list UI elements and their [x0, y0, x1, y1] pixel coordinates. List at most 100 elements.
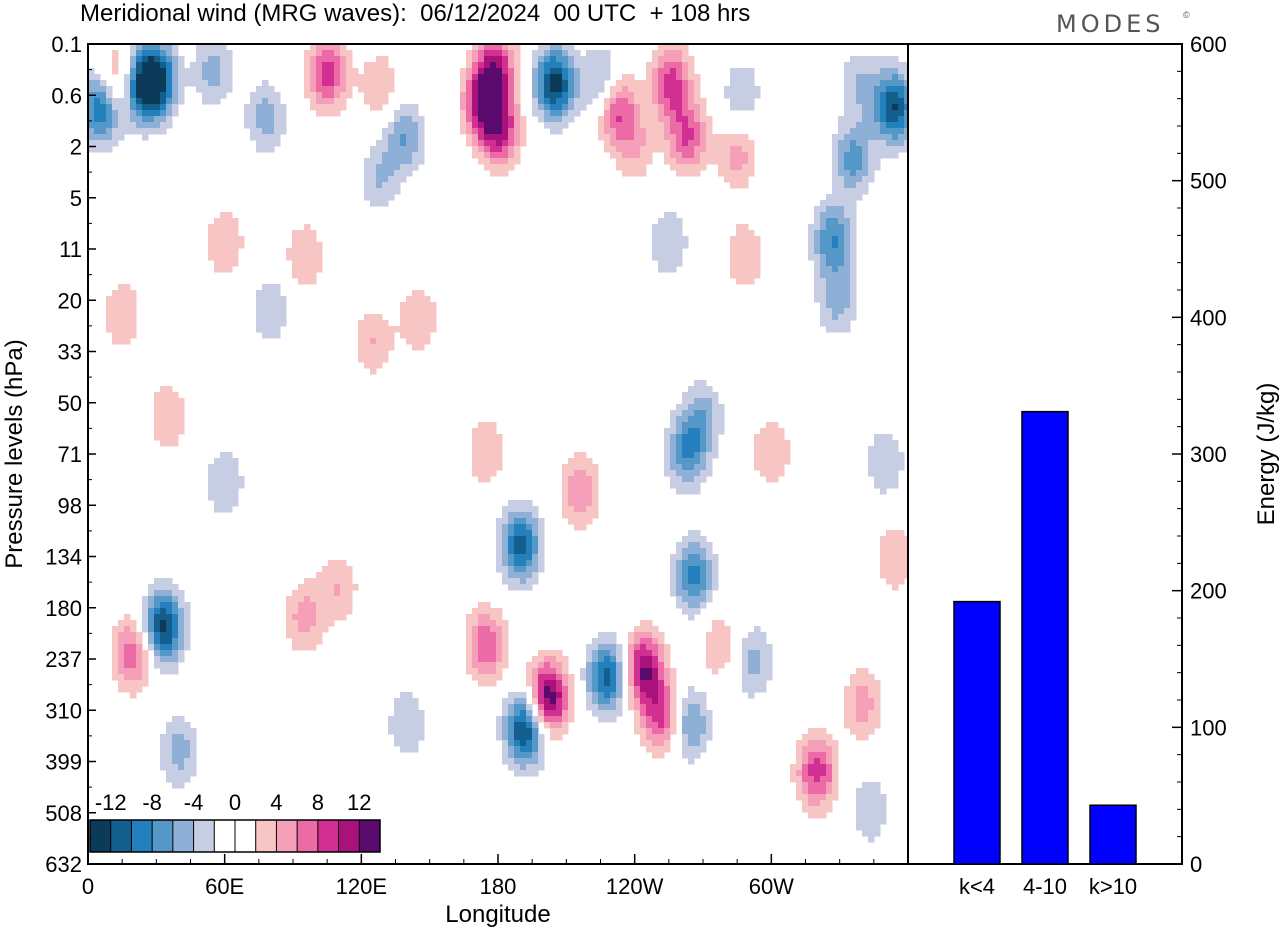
- heatmap-cell: [334, 50, 341, 57]
- heatmap-cell: [106, 98, 113, 105]
- heatmap-cell: [640, 704, 647, 711]
- heatmap-cell: [226, 50, 233, 57]
- heatmap-cell: [658, 248, 665, 255]
- heatmap-cell: [502, 542, 509, 549]
- heatmap-cell: [394, 326, 401, 333]
- heatmap-cell: [688, 386, 695, 393]
- heatmap-cell: [664, 140, 671, 147]
- heatmap-cell: [406, 734, 413, 741]
- heatmap-cell: [508, 692, 515, 699]
- heatmap-cell: [484, 422, 491, 429]
- heatmap-cell: [268, 86, 275, 93]
- heatmap-cell: [388, 722, 395, 729]
- heatmap-cell: [646, 74, 653, 81]
- heatmap-cell: [868, 818, 875, 825]
- heatmap-cell: [400, 158, 407, 165]
- heatmap-cell: [826, 770, 833, 777]
- heatmap-cell: [490, 68, 497, 75]
- heatmap-cell: [280, 104, 287, 111]
- heatmap-cell: [478, 464, 485, 471]
- heatmap-cell: [400, 104, 407, 111]
- heatmap-cell: [676, 578, 683, 585]
- heatmap-cell: [412, 338, 419, 345]
- heatmap-cell: [856, 152, 863, 159]
- heatmap-cell: [394, 704, 401, 711]
- heatmap-cell: [166, 632, 173, 639]
- heatmap-cell: [862, 692, 869, 699]
- heatmap-cell: [502, 548, 509, 555]
- heatmap-cell: [310, 644, 317, 651]
- heatmap-cell: [742, 668, 749, 675]
- heatmap-cell: [868, 836, 875, 843]
- heatmap-cell: [688, 584, 695, 591]
- heatmap-cell: [148, 608, 155, 615]
- heatmap-cell: [694, 596, 701, 603]
- heatmap-cell: [688, 140, 695, 147]
- heatmap-cell: [634, 716, 641, 723]
- heatmap-cell: [604, 56, 611, 63]
- heatmap-cell: [478, 626, 485, 633]
- heatmap-cell: [586, 62, 593, 69]
- heatmap-cell: [682, 422, 689, 429]
- heatmap-cell: [658, 146, 665, 153]
- heatmap-cell: [394, 116, 401, 123]
- heatmap-cell: [556, 92, 563, 99]
- heatmap-cell: [850, 104, 857, 111]
- heatmap-cell: [706, 470, 713, 477]
- heatmap-cell: [220, 458, 227, 465]
- heatmap-cell: [496, 458, 503, 465]
- heatmap-cell: [664, 680, 671, 687]
- heatmap-cell: [874, 458, 881, 465]
- heatmap-cell: [628, 644, 635, 651]
- heatmap-cell: [652, 74, 659, 81]
- heatmap-cell: [262, 104, 269, 111]
- heatmap-cell: [316, 584, 323, 591]
- heatmap-cell: [886, 572, 893, 579]
- heatmap-cell: [214, 494, 221, 501]
- heatmap-cell: [538, 524, 545, 531]
- heatmap-cell: [904, 542, 908, 549]
- heatmap-cell: [316, 578, 323, 585]
- heatmap-cell: [844, 200, 851, 207]
- heatmap-cell: [664, 260, 671, 267]
- heatmap-cell: [172, 608, 179, 615]
- heatmap-cell: [124, 326, 131, 333]
- heatmap-cell: [544, 668, 551, 675]
- heatmap-cell: [880, 92, 887, 99]
- heatmap-cell: [844, 686, 851, 693]
- heatmap-cell: [190, 770, 197, 777]
- heatmap-cell: [412, 710, 419, 717]
- heatmap-cell: [118, 308, 125, 315]
- heatmap-cell: [610, 140, 617, 147]
- heatmap-cell: [694, 122, 701, 129]
- heatmap-cell: [208, 230, 215, 237]
- heatmap-cell: [748, 236, 755, 243]
- colorbar-swatch: [90, 820, 112, 852]
- heatmap-cell: [658, 50, 665, 57]
- heatmap-cell: [292, 644, 299, 651]
- heatmap-cell: [682, 458, 689, 465]
- heatmap-cell: [112, 134, 119, 141]
- heatmap-cell: [172, 392, 179, 399]
- heatmap-cell: [712, 560, 719, 567]
- heatmap-cell: [658, 746, 665, 753]
- heatmap-cell: [508, 62, 515, 69]
- heatmap-cell: [724, 626, 731, 633]
- heatmap-cell: [748, 170, 755, 177]
- heatmap-cell: [310, 98, 317, 105]
- heatmap-cell: [676, 80, 683, 87]
- heatmap-cell: [706, 560, 713, 567]
- heatmap-cell: [520, 698, 527, 705]
- heatmap-cell: [112, 128, 119, 135]
- heatmap-cell: [160, 92, 167, 99]
- heatmap-cell: [670, 68, 677, 75]
- heatmap-cell: [478, 104, 485, 111]
- heatmap-cell: [802, 746, 809, 753]
- heatmap-cell: [214, 98, 221, 105]
- heatmap-cell: [796, 776, 803, 783]
- heatmap-cell: [154, 428, 161, 435]
- heatmap-cell: [682, 104, 689, 111]
- heatmap-cell: [610, 632, 617, 639]
- heatmap-cell: [646, 128, 653, 135]
- heatmap-cell: [772, 428, 779, 435]
